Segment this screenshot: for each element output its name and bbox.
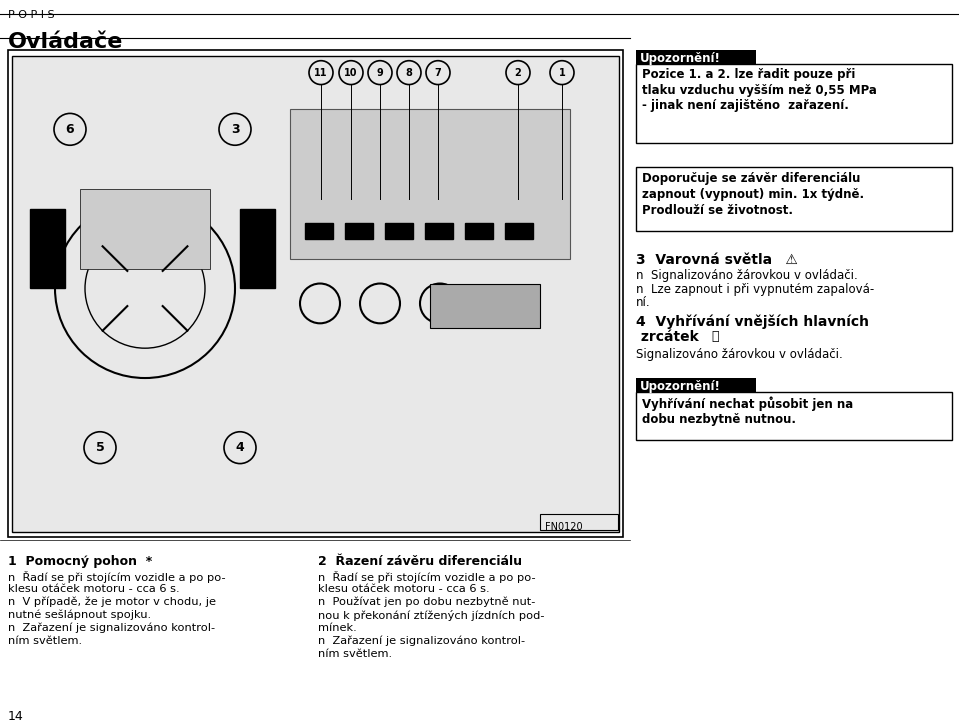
Text: n  V případě, že je motor v chodu, je: n V případě, že je motor v chodu, je (8, 597, 216, 608)
Bar (345, 223, 373, 239)
Bar (385, 223, 413, 239)
Text: n  Lze zapnout i při vypnutém zapalová-: n Lze zapnout i při vypnutém zapalová- (636, 282, 875, 295)
Text: dobu nezbytně nutnou.: dobu nezbytně nutnou. (642, 413, 796, 426)
Bar (240, 209, 275, 288)
Bar (30, 209, 65, 288)
Bar (505, 223, 533, 239)
Text: Upozornění!: Upozornění! (640, 52, 721, 65)
Bar (465, 223, 493, 239)
Text: 8: 8 (406, 68, 412, 78)
Text: 🔲: 🔲 (708, 330, 719, 343)
Text: 14: 14 (8, 710, 24, 723)
Text: n  Zařazení je signalizováno kontrol-: n Zařazení je signalizováno kontrol- (8, 623, 215, 633)
Bar (636, 378, 756, 392)
Text: P O P I S: P O P I S (8, 10, 55, 20)
Text: 11: 11 (315, 68, 328, 78)
Text: Doporučuje se závěr diferenciálu: Doporučuje se závěr diferenciálu (642, 172, 860, 185)
Text: 3  Varovná světla: 3 Varovná světla (636, 253, 772, 266)
Bar (636, 50, 756, 64)
Text: n  Zařazení je signalizováno kontrol-: n Zařazení je signalizováno kontrol- (318, 636, 526, 646)
Text: 9: 9 (377, 68, 384, 78)
Text: n  Řadí se při stojícím vozidle a po po-: n Řadí se při stojícím vozidle a po po- (8, 571, 225, 583)
Text: - jinak není zajištěno  zařazení.: - jinak není zajištěno zařazení. (642, 99, 849, 113)
Text: 4  Vyhřívání vnějších hlavních: 4 Vyhřívání vnějších hlavních (636, 314, 869, 329)
Text: 2: 2 (515, 68, 522, 78)
Bar (305, 223, 333, 239)
Bar (80, 189, 210, 269)
Text: Upozornění!: Upozornění! (640, 380, 721, 393)
Text: 3: 3 (231, 123, 240, 136)
Bar (425, 223, 453, 239)
Text: klesu otáček motoru - cca 6 s.: klesu otáček motoru - cca 6 s. (318, 584, 490, 594)
Text: klesu otáček motoru - cca 6 s.: klesu otáček motoru - cca 6 s. (8, 584, 179, 594)
Bar (290, 110, 570, 258)
Text: 1: 1 (559, 68, 566, 78)
Bar (12, 56, 619, 532)
Bar (430, 284, 540, 328)
Text: 4: 4 (236, 441, 245, 454)
Text: n  Řadí se při stojícím vozidle a po po-: n Řadí se při stojícím vozidle a po po- (318, 571, 536, 583)
Text: ním světlem.: ním světlem. (8, 636, 82, 645)
Text: 5: 5 (96, 441, 105, 454)
Text: Prodlouží se životnost.: Prodlouží se životnost. (642, 204, 793, 217)
Text: 7: 7 (434, 68, 441, 78)
Text: Vyhřívání nechat působit jen na: Vyhřívání nechat působit jen na (642, 397, 854, 412)
Text: nou k překonání ztížených jízdních pod-: nou k překonání ztížených jízdních pod- (318, 610, 545, 621)
Text: Signalizováno žárovkou v ovládači.: Signalizováno žárovkou v ovládači. (636, 348, 843, 362)
Text: Pozice 1. a 2. lze řadit pouze při: Pozice 1. a 2. lze řadit pouze při (642, 68, 855, 81)
Text: zapnout (vypnout) min. 1x týdně.: zapnout (vypnout) min. 1x týdně. (642, 188, 864, 201)
Text: n  Signalizováno žárovkou v ovládači.: n Signalizováno žárovkou v ovládači. (636, 269, 857, 282)
Text: mínek.: mínek. (318, 623, 357, 633)
Text: 10: 10 (344, 68, 358, 78)
Text: ním světlem.: ním světlem. (318, 648, 392, 658)
Text: 1  Pomocný pohon  *: 1 Pomocný pohon * (8, 555, 152, 568)
Text: zrcátek: zrcátek (636, 330, 699, 344)
Text: 6: 6 (65, 123, 74, 136)
Text: n  Používat jen po dobu nezbytně nut-: n Používat jen po dobu nezbytně nut- (318, 597, 535, 608)
Text: Ovládače: Ovládače (8, 32, 124, 52)
Text: FN0120: FN0120 (545, 522, 583, 532)
Text: nutné sešlápnout spojku.: nutné sešlápnout spojku. (8, 610, 152, 620)
Text: tlaku vzduchu vyšším než 0,55 MPa: tlaku vzduchu vyšším než 0,55 MPa (642, 83, 877, 97)
Text: ní.: ní. (636, 296, 650, 309)
Text: ⚠: ⚠ (781, 253, 798, 266)
Text: 2  Řazení závěru diferenciálu: 2 Řazení závěru diferenciálu (318, 555, 522, 568)
